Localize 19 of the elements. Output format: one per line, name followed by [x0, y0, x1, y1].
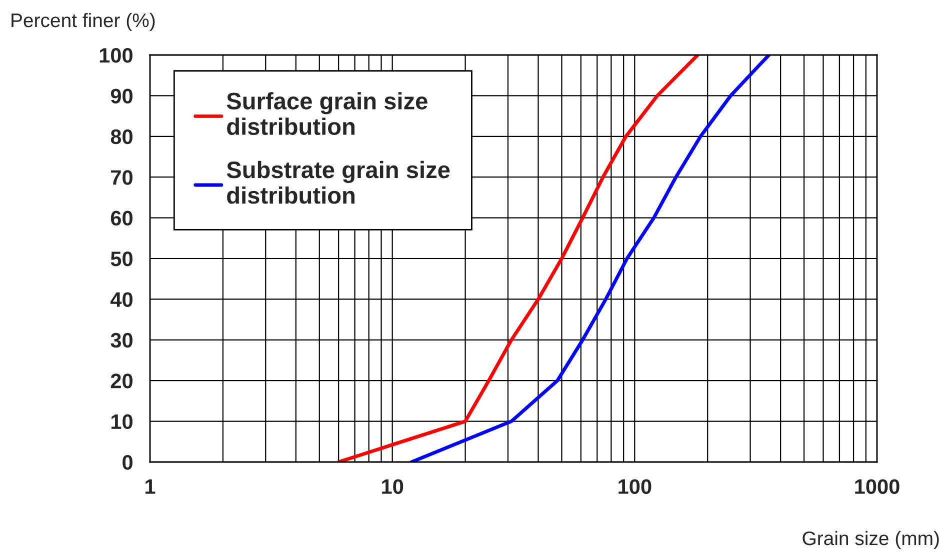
- x-tick-label: 10: [382, 479, 404, 494]
- legend-label: Surface grain size distribution: [226, 92, 428, 136]
- x-axis-title: Grain size (mm): [802, 530, 939, 550]
- y-tick-label: 70: [111, 170, 132, 185]
- x-tick-label: 1: [146, 479, 156, 494]
- legend-label: Substrate grain size distribution: [226, 160, 450, 204]
- y-tick-label: 20: [110, 374, 132, 388]
- y-tick-label: 80: [110, 129, 132, 144]
- y-tick-label: 40: [110, 292, 132, 307]
- y-tick-label: 0: [122, 455, 132, 470]
- y-tick-label: 60: [110, 210, 132, 226]
- y-tick-label: 10: [111, 414, 132, 430]
- y-tick-label: 30: [110, 332, 132, 348]
- y-axis-title: Percent finer (%): [12, 12, 155, 32]
- y-tick-label: 90: [110, 88, 132, 104]
- x-tick-label: 100: [618, 479, 652, 494]
- y-tick-label: 100: [100, 48, 132, 63]
- y-tick-label: 50: [110, 252, 132, 266]
- x-tick-label: 1000: [855, 479, 900, 494]
